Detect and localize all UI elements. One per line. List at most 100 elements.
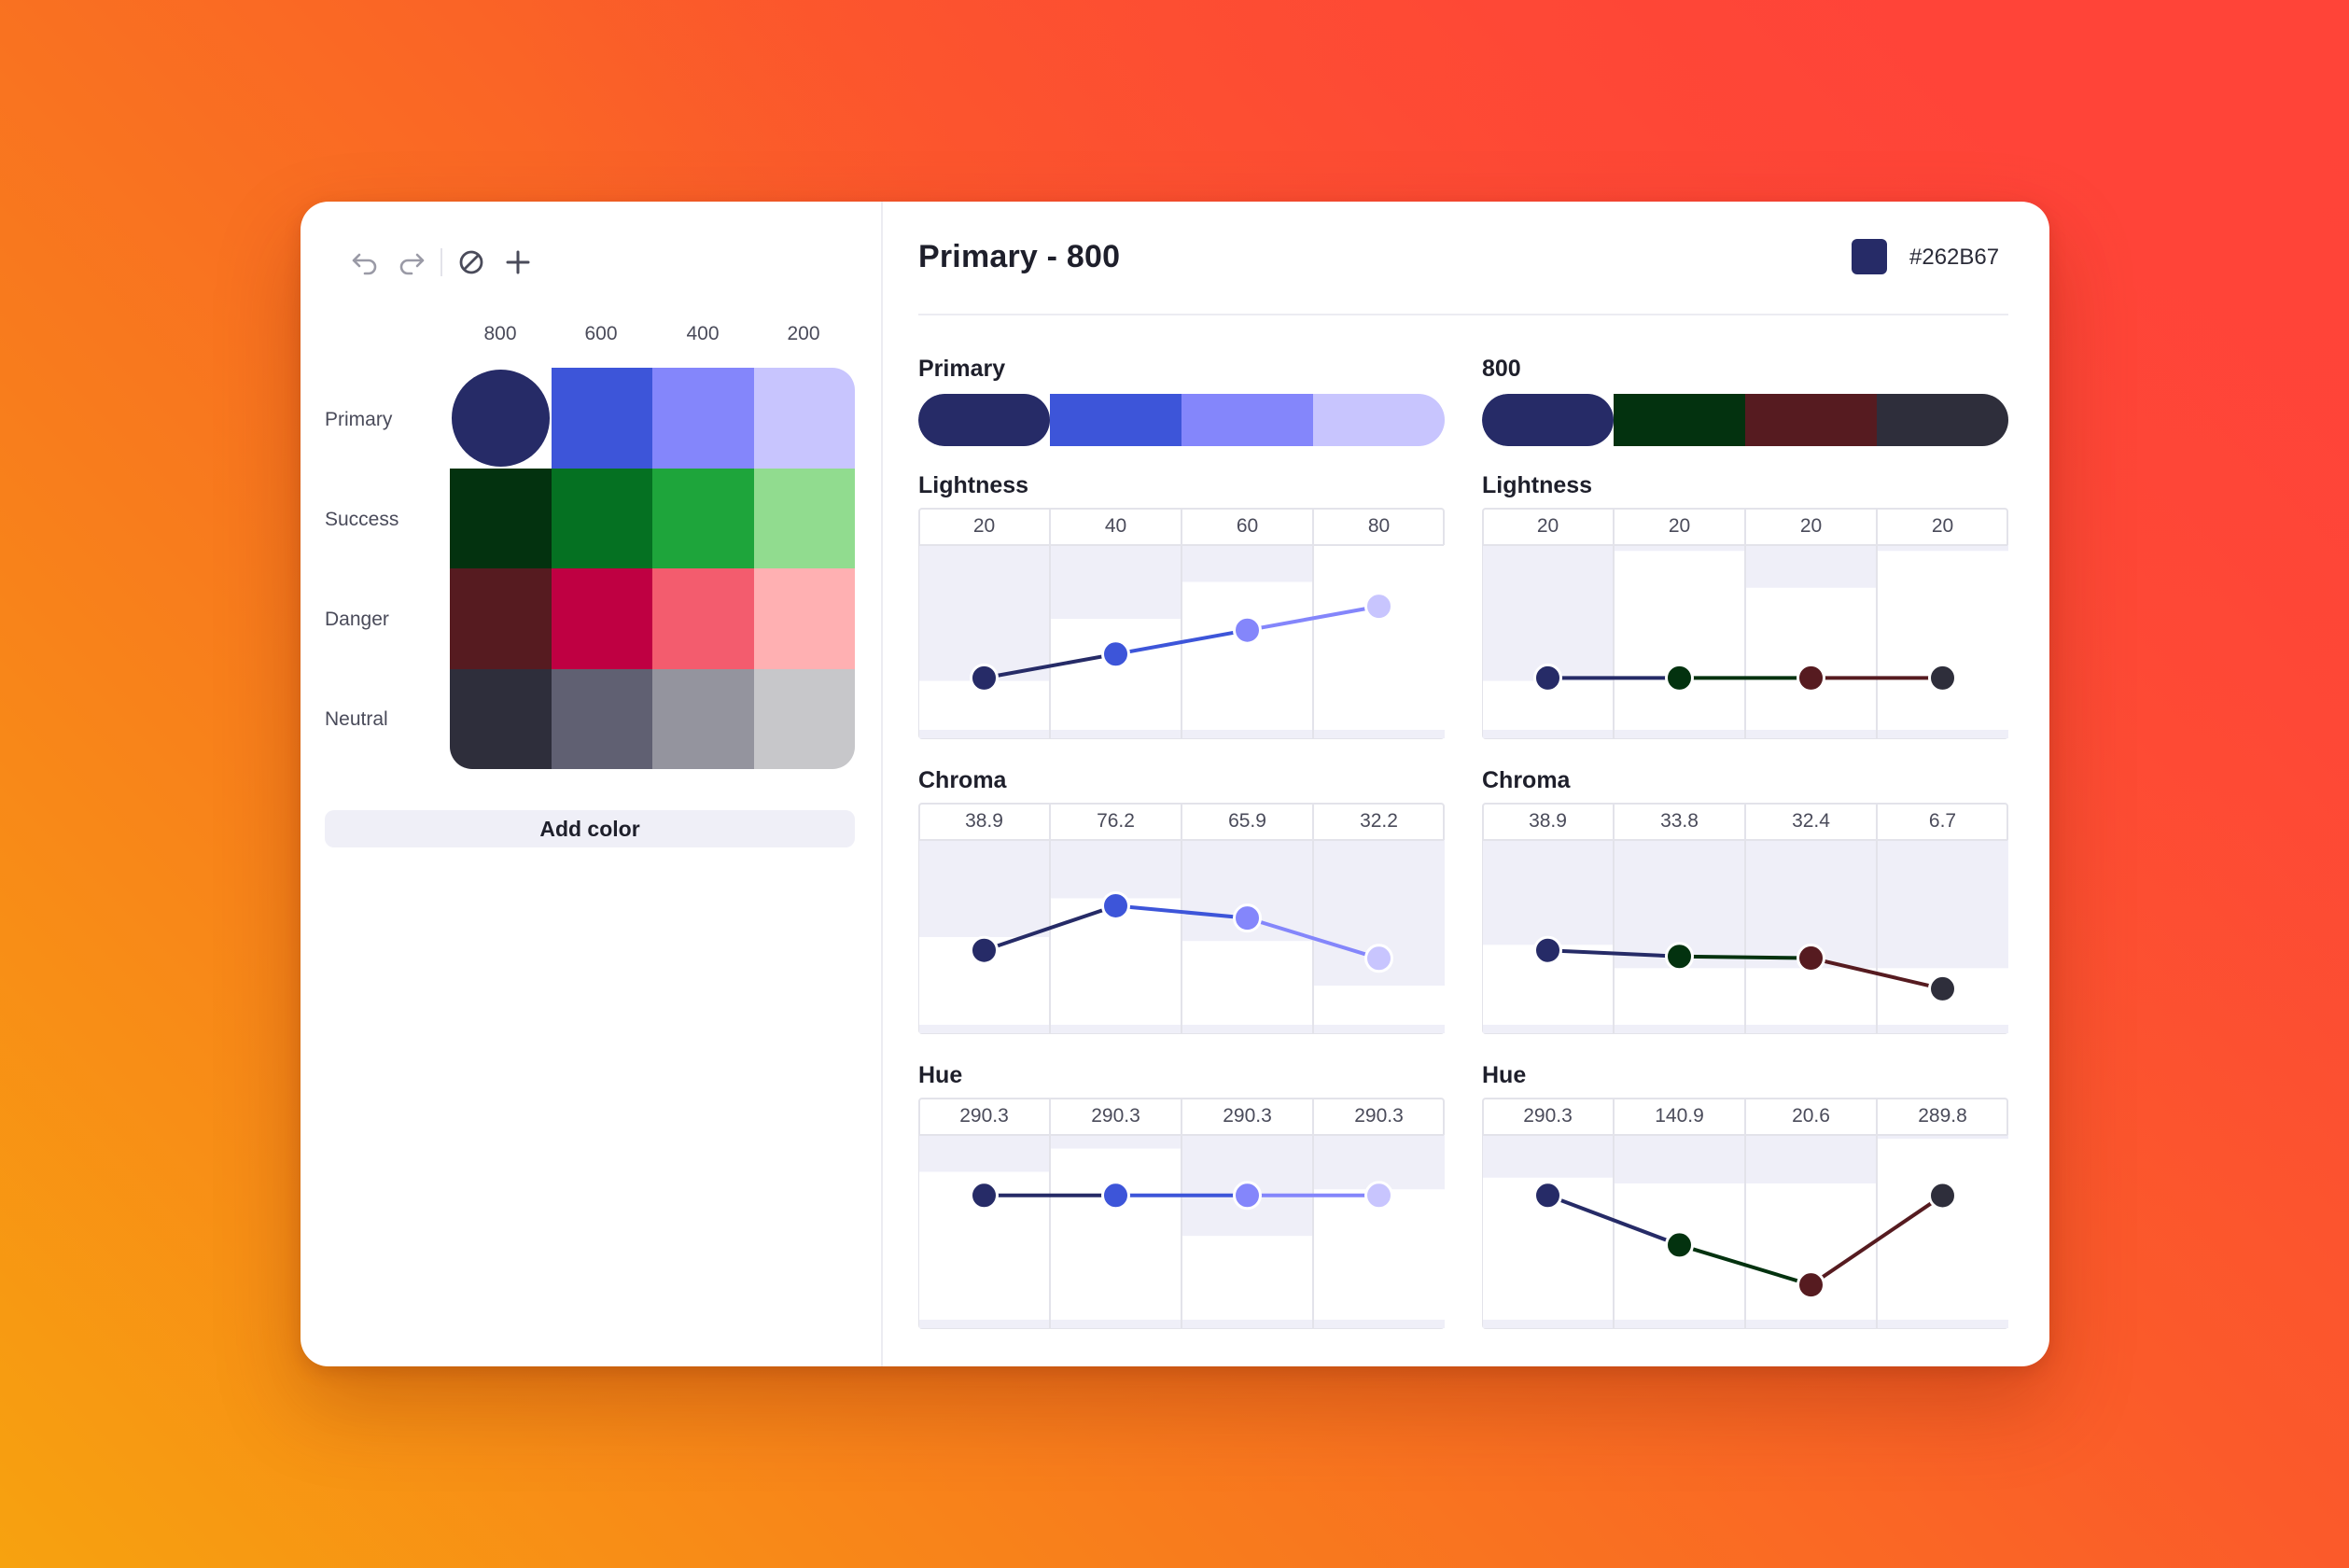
- scale-title: Primary: [918, 356, 1006, 382]
- chart-tick-label: 33.8: [1660, 810, 1699, 832]
- swatch-neutral-200[interactable]: [753, 668, 855, 769]
- scale-column: Primary Lightness 20 40 60 80 Chroma 38.9 76…: [918, 202, 1445, 1366]
- row-label-primary[interactable]: Primary: [325, 409, 393, 430]
- swatch-success-600[interactable]: [551, 468, 652, 568]
- chart-point: [1797, 1270, 1825, 1300]
- palette-grid: [450, 368, 855, 769]
- swatch-primary-800[interactable]: [450, 368, 552, 469]
- chart-series-line: [1245, 604, 1381, 633]
- chroma-chart[interactable]: 38.9 76.2 65.9 32.2: [918, 803, 1445, 1034]
- chart-point: [1233, 1181, 1262, 1211]
- swatch-primary-400[interactable]: [652, 368, 754, 469]
- strip-segment[interactable]: [1614, 394, 1745, 446]
- chart-tick-label: 38.9: [1529, 810, 1567, 832]
- strip-segment[interactable]: [1745, 394, 1877, 446]
- detail-panel: Primary - 800 #262B67 Primary Lightness …: [881, 202, 2049, 1366]
- swatch-success-200[interactable]: [753, 468, 855, 568]
- chart-label: Chroma: [1482, 767, 1571, 793]
- swatch-neutral-400[interactable]: [652, 668, 754, 769]
- swatch-danger-800[interactable]: [450, 568, 552, 669]
- row-label-neutral[interactable]: Neutral: [325, 708, 388, 730]
- strip-segment[interactable]: [918, 394, 1050, 446]
- chart-label: Hue: [918, 1062, 963, 1088]
- add-color-button[interactable]: Add color: [325, 810, 855, 847]
- plus-icon[interactable]: [495, 239, 541, 286]
- chart-tick-label: 289.8: [1918, 1105, 1967, 1127]
- chart-tick-label: 65.9: [1228, 810, 1266, 832]
- shade-header-200: 200: [787, 323, 820, 344]
- swatch-primary-600[interactable]: [551, 368, 652, 469]
- chart-series-line: [1545, 1193, 1682, 1247]
- chart-column-gap: [1878, 551, 2008, 730]
- swatch-success-400[interactable]: [652, 468, 754, 568]
- swatch-neutral-600[interactable]: [551, 668, 652, 769]
- chart-tick-label: 290.3: [959, 1105, 1009, 1127]
- strip-segment[interactable]: [1313, 394, 1445, 446]
- strip-segment[interactable]: [1482, 394, 1614, 446]
- chart-point: [1533, 1181, 1562, 1211]
- swatch-danger-600[interactable]: [551, 568, 652, 669]
- chart-column-gap: [1615, 968, 1745, 1025]
- chart-series-line: [982, 903, 1118, 953]
- swatch-primary-200[interactable]: [753, 368, 855, 469]
- shade-strip[interactable]: [1482, 394, 2008, 446]
- chart-column-gap: [1878, 1139, 2008, 1320]
- chart-label: Hue: [1482, 1062, 1527, 1088]
- scale-strip[interactable]: [918, 394, 1445, 446]
- hue-chart[interactable]: 290.3 140.9 20.6 289.8: [1482, 1098, 2008, 1329]
- chart-point: [1797, 944, 1825, 973]
- chart-tick-label: 20: [1669, 515, 1690, 537]
- page-title: Primary - 800: [918, 239, 1121, 274]
- chart-series-line: [1677, 1242, 1813, 1287]
- chart-point: [1665, 663, 1694, 693]
- chart-series-line: [982, 651, 1118, 680]
- chart-tick-label: 140.9: [1655, 1105, 1704, 1127]
- shade-header-400: 400: [686, 323, 720, 344]
- chart-series-line: [1809, 956, 1945, 991]
- chart-column-gap: [1314, 986, 1445, 1025]
- row-label-danger[interactable]: Danger: [325, 609, 389, 630]
- chart-point: [970, 1181, 999, 1211]
- selected-color-swatch[interactable]: [1852, 239, 1887, 274]
- chart-point: [1533, 663, 1562, 693]
- chart-point: [1233, 615, 1262, 645]
- chart-tick-label: 290.3: [1523, 1105, 1573, 1127]
- chart-label: Chroma: [918, 767, 1007, 793]
- strip-segment[interactable]: [1181, 394, 1313, 446]
- chart-column-gap: [1182, 941, 1313, 1025]
- chart-point: [1797, 663, 1825, 693]
- chart-tick-label: 290.3: [1091, 1105, 1140, 1127]
- chart-column-gap: [1182, 1236, 1313, 1320]
- chart-point: [1101, 639, 1130, 669]
- chart-column-gap: [1314, 1189, 1445, 1320]
- shade-header-800: 800: [483, 323, 517, 344]
- chart-column-gap: [1746, 968, 1877, 1025]
- row-label-success[interactable]: Success: [325, 509, 399, 530]
- hue-chart[interactable]: 290.3 290.3 290.3 290.3: [918, 1098, 1445, 1329]
- chart-point: [1665, 1230, 1694, 1260]
- chart-series-line: [1809, 1193, 1945, 1287]
- lightness-chart[interactable]: 20 20 20 20: [1482, 508, 2008, 739]
- swatch-danger-400[interactable]: [652, 568, 754, 669]
- chart-point: [1364, 944, 1393, 973]
- toolbar: [342, 239, 541, 286]
- chart-tick-label: 60: [1237, 515, 1258, 537]
- redo-icon[interactable]: [388, 239, 435, 286]
- chart-point: [1233, 903, 1262, 933]
- undo-icon[interactable]: [342, 239, 388, 286]
- chart-label: Lightness: [918, 472, 1029, 498]
- chart-column-gap: [1051, 1148, 1181, 1320]
- swatch-success-800[interactable]: [450, 468, 552, 568]
- shade-header-600: 600: [584, 323, 618, 344]
- disable-icon[interactable]: [448, 239, 495, 286]
- strip-segment[interactable]: [1877, 394, 2008, 446]
- hex-value[interactable]: #262B67: [1909, 245, 2000, 270]
- chart-tick-label: 20: [1932, 515, 1953, 537]
- chart-series-line: [1245, 916, 1381, 960]
- chroma-chart[interactable]: 38.9 33.8 32.4 6.7: [1482, 803, 2008, 1034]
- swatch-danger-200[interactable]: [753, 568, 855, 669]
- chart-column-gap: [1051, 619, 1181, 730]
- strip-segment[interactable]: [1050, 394, 1181, 446]
- swatch-neutral-800[interactable]: [450, 668, 552, 769]
- lightness-chart[interactable]: 20 40 60 80: [918, 508, 1445, 739]
